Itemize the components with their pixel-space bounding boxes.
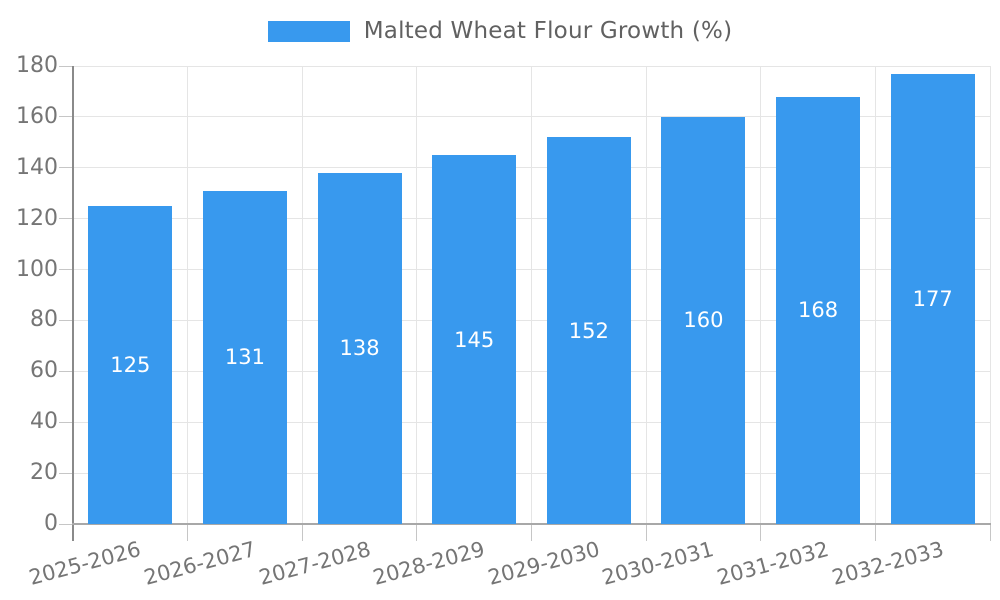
legend-label: Malted Wheat Flour Growth (%) bbox=[363, 18, 733, 44]
bar-value-label: 152 bbox=[568, 318, 609, 343]
bar[interactable] bbox=[202, 190, 287, 524]
bar[interactable] bbox=[776, 96, 861, 524]
y-axis-tick-label: 60 bbox=[30, 358, 58, 384]
x-axis-tick bbox=[301, 524, 303, 541]
y-axis-tick-label: 20 bbox=[30, 460, 58, 486]
y-axis-tick-label: 80 bbox=[30, 307, 58, 333]
bar-value-label: 125 bbox=[110, 352, 151, 377]
bar[interactable] bbox=[661, 116, 746, 524]
y-axis-tick-label: 140 bbox=[16, 154, 58, 180]
x-axis-tick bbox=[760, 524, 762, 541]
y-axis-tick bbox=[59, 523, 73, 525]
y-axis-tick bbox=[59, 319, 73, 321]
bar-value-label: 145 bbox=[454, 327, 495, 352]
gridline-vertical bbox=[187, 66, 189, 524]
y-axis-tick-label: 100 bbox=[16, 256, 58, 282]
bar-value-label: 160 bbox=[683, 308, 724, 333]
gridline-vertical bbox=[531, 66, 532, 524]
gridline-vertical bbox=[760, 66, 762, 524]
y-axis-tick bbox=[59, 218, 73, 220]
bar[interactable] bbox=[88, 205, 173, 524]
y-axis-line bbox=[72, 66, 74, 541]
gridline-vertical bbox=[416, 66, 418, 524]
gridline-vertical bbox=[989, 66, 991, 524]
bar-value-label: 177 bbox=[912, 286, 953, 311]
y-axis-tick-label: 160 bbox=[16, 103, 58, 129]
bar-value-label: 131 bbox=[224, 345, 265, 370]
legend[interactable]: Malted Wheat Flour Growth (%) bbox=[0, 16, 1000, 46]
x-axis-tick bbox=[874, 524, 876, 541]
x-axis-tick bbox=[989, 524, 991, 541]
gridline-vertical bbox=[645, 66, 647, 524]
bar[interactable] bbox=[317, 172, 402, 524]
x-axis-tick bbox=[531, 524, 532, 541]
bar[interactable] bbox=[890, 73, 975, 524]
x-axis-tick bbox=[416, 524, 418, 541]
legend-swatch bbox=[267, 20, 350, 42]
y-axis-tick bbox=[59, 167, 73, 169]
bar[interactable] bbox=[432, 155, 517, 524]
gridline-vertical bbox=[301, 66, 303, 524]
y-axis-tick bbox=[59, 65, 73, 67]
y-axis-tick-label: 40 bbox=[30, 409, 58, 435]
y-axis-tick bbox=[59, 421, 73, 423]
y-axis-tick bbox=[59, 370, 73, 372]
bar-value-label: 138 bbox=[339, 336, 380, 361]
y-axis-tick-label: 120 bbox=[16, 205, 58, 231]
x-axis-tick bbox=[645, 524, 647, 541]
gridline-vertical bbox=[874, 66, 876, 524]
y-axis-tick bbox=[59, 269, 73, 271]
bar-value-label: 168 bbox=[798, 298, 839, 323]
y-axis-tick-label: 180 bbox=[16, 53, 58, 78]
y-axis-tick bbox=[59, 472, 73, 474]
y-axis-tick-label: 0 bbox=[44, 511, 58, 536]
bar[interactable] bbox=[546, 137, 631, 524]
x-axis-tick bbox=[187, 524, 189, 541]
x-axis-line bbox=[72, 523, 991, 525]
y-axis-tick bbox=[59, 116, 73, 118]
